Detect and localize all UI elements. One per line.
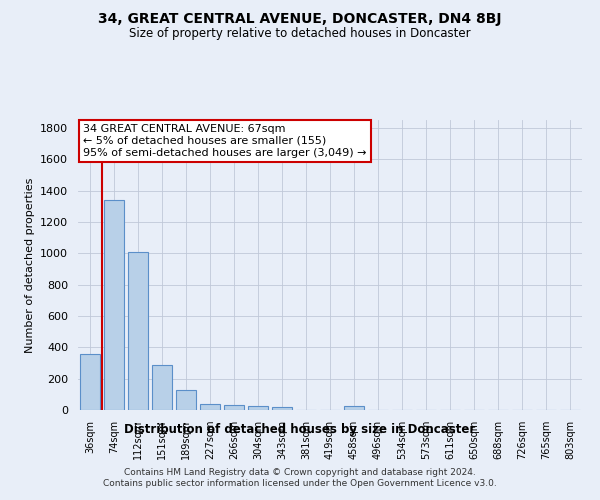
Y-axis label: Number of detached properties: Number of detached properties xyxy=(25,178,35,352)
Text: 34, GREAT CENTRAL AVENUE, DONCASTER, DN4 8BJ: 34, GREAT CENTRAL AVENUE, DONCASTER, DN4… xyxy=(98,12,502,26)
Bar xyxy=(176,390,196,410)
Bar xyxy=(224,405,244,410)
Bar xyxy=(80,354,100,410)
Text: Size of property relative to detached houses in Doncaster: Size of property relative to detached ho… xyxy=(129,28,471,40)
Bar xyxy=(152,366,172,410)
Text: 34 GREAT CENTRAL AVENUE: 67sqm
← 5% of detached houses are smaller (155)
95% of : 34 GREAT CENTRAL AVENUE: 67sqm ← 5% of d… xyxy=(83,124,367,158)
Text: Contains HM Land Registry data © Crown copyright and database right 2024.
Contai: Contains HM Land Registry data © Crown c… xyxy=(103,468,497,487)
Bar xyxy=(128,252,148,410)
Bar xyxy=(272,407,292,410)
Bar xyxy=(200,404,220,410)
Bar xyxy=(104,200,124,410)
Text: Distribution of detached houses by size in Doncaster: Distribution of detached houses by size … xyxy=(124,422,476,436)
Bar xyxy=(344,406,364,410)
Bar xyxy=(248,406,268,410)
